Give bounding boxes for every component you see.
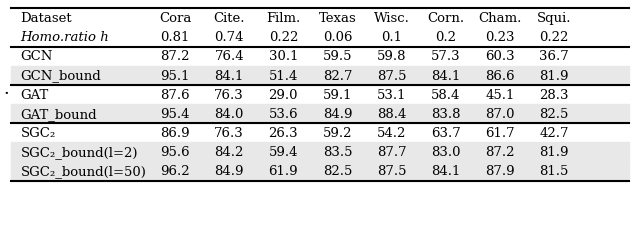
Text: 76.3: 76.3 (214, 127, 244, 140)
Text: 54.2: 54.2 (377, 127, 406, 140)
Text: Cora: Cora (159, 12, 191, 25)
Text: 61.9: 61.9 (269, 165, 298, 178)
Text: 87.6: 87.6 (160, 89, 190, 102)
Text: 95.4: 95.4 (160, 108, 190, 121)
Text: 81.9: 81.9 (540, 146, 569, 159)
Text: 0.06: 0.06 (323, 31, 352, 44)
Text: 57.3: 57.3 (431, 51, 461, 63)
Text: 0.81: 0.81 (161, 31, 189, 44)
Text: Cham.: Cham. (478, 12, 522, 25)
Text: Dataset: Dataset (20, 12, 72, 25)
Text: Texas: Texas (319, 12, 356, 25)
Text: 76.3: 76.3 (214, 89, 244, 102)
Text: GCN_bound: GCN_bound (20, 70, 101, 83)
Text: 95.6: 95.6 (160, 146, 190, 159)
Text: SGC₂_bound(l=2): SGC₂_bound(l=2) (20, 146, 138, 159)
Text: 87.5: 87.5 (377, 70, 406, 83)
Text: Cite.: Cite. (214, 12, 245, 25)
Text: Film.: Film. (266, 12, 301, 25)
Text: 87.2: 87.2 (160, 51, 190, 63)
Text: 82.5: 82.5 (323, 165, 352, 178)
Text: 59.1: 59.1 (323, 89, 352, 102)
Text: 59.4: 59.4 (269, 146, 298, 159)
Text: 42.7: 42.7 (540, 127, 569, 140)
Text: Squi.: Squi. (537, 12, 572, 25)
Text: GCN: GCN (20, 51, 53, 63)
Text: 81.5: 81.5 (540, 165, 569, 178)
Text: 83.5: 83.5 (323, 146, 352, 159)
Text: 84.1: 84.1 (431, 165, 461, 178)
Text: 0.22: 0.22 (269, 31, 298, 44)
Text: 26.3: 26.3 (269, 127, 298, 140)
Text: 96.2: 96.2 (160, 165, 190, 178)
Text: 0.2: 0.2 (435, 31, 456, 44)
Text: 87.2: 87.2 (485, 146, 515, 159)
Text: 87.0: 87.0 (485, 108, 515, 121)
Text: 53.6: 53.6 (269, 108, 298, 121)
Text: 59.2: 59.2 (323, 127, 352, 140)
Text: 51.4: 51.4 (269, 70, 298, 83)
Text: 82.5: 82.5 (540, 108, 569, 121)
Text: 83.0: 83.0 (431, 146, 461, 159)
Text: 36.7: 36.7 (540, 51, 569, 63)
Text: 53.1: 53.1 (377, 89, 406, 102)
Text: 59.5: 59.5 (323, 51, 352, 63)
Text: SGC₂: SGC₂ (20, 127, 56, 140)
Text: GAT: GAT (20, 89, 49, 102)
Text: 82.7: 82.7 (323, 70, 352, 83)
Text: 86.6: 86.6 (485, 70, 515, 83)
Bar (11, 161, 629, 181)
Text: 0.74: 0.74 (214, 31, 244, 44)
Text: Wisc.: Wisc. (374, 12, 410, 25)
Text: 63.7: 63.7 (431, 127, 461, 140)
Text: 60.3: 60.3 (485, 51, 515, 63)
Text: 86.9: 86.9 (160, 127, 190, 140)
Text: GAT_bound: GAT_bound (20, 108, 97, 121)
Bar (11, 104, 629, 123)
Text: 84.9: 84.9 (323, 108, 352, 121)
Text: 84.9: 84.9 (214, 165, 244, 178)
Text: 30.1: 30.1 (269, 51, 298, 63)
Text: 84.2: 84.2 (214, 146, 244, 159)
Text: 88.4: 88.4 (377, 108, 406, 121)
Text: 28.3: 28.3 (540, 89, 569, 102)
Text: 87.7: 87.7 (377, 146, 406, 159)
Bar (11, 66, 629, 85)
Text: 87.9: 87.9 (485, 165, 515, 178)
Text: 61.7: 61.7 (485, 127, 515, 140)
Text: 45.1: 45.1 (485, 89, 515, 102)
Text: Homo.ratio h: Homo.ratio h (20, 31, 109, 44)
Text: ·: · (3, 85, 9, 103)
Bar (11, 142, 629, 161)
Text: 87.5: 87.5 (377, 165, 406, 178)
Text: 81.9: 81.9 (540, 70, 569, 83)
Text: SGC₂_bound(l=50): SGC₂_bound(l=50) (20, 165, 147, 178)
Text: 59.8: 59.8 (377, 51, 406, 63)
Text: 58.4: 58.4 (431, 89, 461, 102)
Text: 29.0: 29.0 (269, 89, 298, 102)
Text: 84.1: 84.1 (431, 70, 461, 83)
Text: Corn.: Corn. (428, 12, 465, 25)
Text: 95.1: 95.1 (160, 70, 190, 83)
Text: 0.23: 0.23 (485, 31, 515, 44)
Text: 84.1: 84.1 (214, 70, 244, 83)
Text: 84.0: 84.0 (214, 108, 244, 121)
Text: 0.1: 0.1 (381, 31, 402, 44)
Text: 76.4: 76.4 (214, 51, 244, 63)
Text: 0.22: 0.22 (540, 31, 569, 44)
Text: 83.8: 83.8 (431, 108, 461, 121)
